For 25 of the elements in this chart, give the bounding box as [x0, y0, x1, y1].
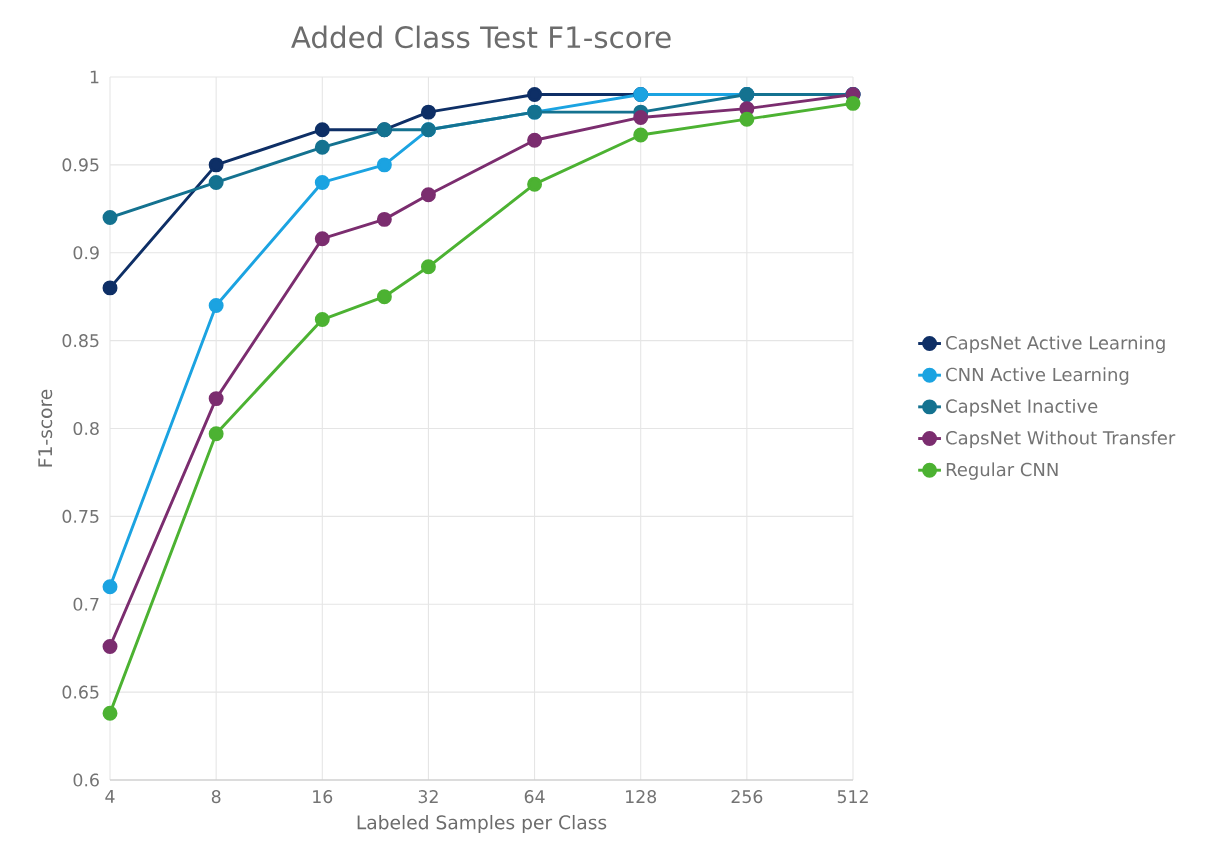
x-tick-label: 256: [731, 790, 763, 804]
x-tick-label: 64: [524, 790, 545, 804]
x-tick-label: 8: [211, 790, 221, 804]
legend-label: CapsNet Inactive: [946, 399, 1098, 417]
x-tick-label: 32: [418, 790, 438, 804]
y-tick-label: 0.8: [73, 421, 99, 436]
x-tick-label: 128: [626, 790, 657, 804]
legend-label: CapsNet Active Learning: [946, 335, 1165, 354]
y-axis-title: F1-score: [38, 389, 53, 467]
legend-label: CNN Active Learning: [946, 367, 1129, 385]
y-tick-label: 0.9: [73, 246, 99, 260]
legend-label: CapsNet Without Transfer: [946, 430, 1176, 449]
legend-label: Regular CNN: [946, 462, 1058, 480]
y-tick-label: 0.6: [73, 773, 99, 787]
x-axis-title: Labeled Samples per Class: [357, 814, 607, 834]
x-tick-label: 16: [313, 790, 333, 804]
y-tick-label: 0.65: [62, 685, 99, 699]
x-tick-label: 4: [105, 790, 115, 803]
y-tick-label: 0.75: [62, 509, 99, 523]
chart-title: Added Class Test F1-score: [291, 25, 671, 49]
y-tick-label: 1: [90, 70, 99, 84]
y-tick-label: 0.85: [62, 334, 99, 348]
x-tick-label: 512: [837, 790, 868, 804]
y-tick-label: 0.7: [73, 597, 99, 611]
y-tick-label: 0.95: [62, 158, 99, 172]
